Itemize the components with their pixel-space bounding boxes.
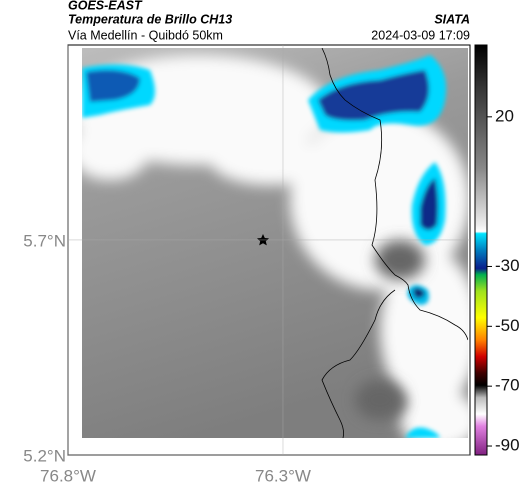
imagery — [82, 48, 468, 438]
colorbar-tick-label: -30 — [495, 256, 520, 275]
x-tick-label: 76.8°W — [40, 466, 96, 485]
colorbar — [474, 44, 488, 456]
satellite: GOES-EAST — [68, 0, 143, 12]
datetime: 2024-03-09 17:09 — [371, 28, 470, 42]
colorbar-tick-label: 20 — [495, 106, 514, 125]
colorbar-tick-label: -70 — [495, 376, 520, 395]
subtitle: Vía Medellín - Quibdó 50km — [68, 28, 223, 42]
x-tick-label: 76.3°W — [255, 466, 311, 485]
colorbar-tick-label: -90 — [495, 436, 520, 455]
source: SIATA — [434, 12, 470, 26]
title: Temperatura de Brillo CH13 — [68, 12, 232, 26]
y-tick-label: 5.2°N — [23, 446, 66, 465]
y-tick-label: 5.7°N — [23, 231, 66, 250]
colorbar-tick-label: -50 — [495, 316, 520, 335]
